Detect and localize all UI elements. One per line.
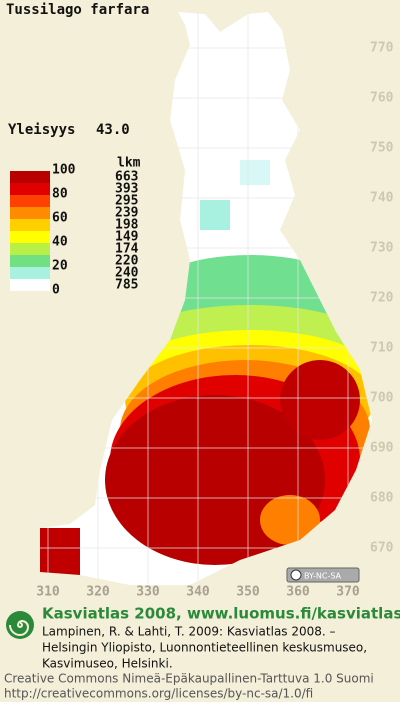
north-label: 710 <box>370 341 394 356</box>
logo <box>6 611 34 639</box>
north-label: 730 <box>370 241 394 256</box>
badge-text: BY-NC-SA <box>304 572 342 581</box>
citation-line: Helsingin Yliopisto, Luonnontieteellinen… <box>42 641 367 655</box>
legend-swatch <box>10 279 50 291</box>
license-badge <box>286 567 360 583</box>
north-label: 770 <box>370 41 394 56</box>
frequency-label: Yleisyys <box>8 122 75 138</box>
north-label: 670 <box>370 541 394 556</box>
north-label: 680 <box>370 491 394 506</box>
legend-scale-label: 40 <box>52 235 68 250</box>
east-label: 340 <box>186 585 210 600</box>
legend-swatch <box>10 231 50 243</box>
legend-scale-label: 60 <box>52 211 68 226</box>
north-label: 700 <box>370 391 394 406</box>
citation-line: Kasvimuseo, Helsinki. <box>42 657 173 671</box>
east-label: 310 <box>36 585 60 600</box>
east-label: 350 <box>236 585 260 600</box>
legend-swatch <box>10 219 50 231</box>
legend-count: 149 <box>115 230 138 245</box>
legend-swatch <box>10 243 50 255</box>
legend-count: 240 <box>115 266 139 281</box>
legend-swatch <box>10 171 50 183</box>
east-label: 360 <box>286 585 310 600</box>
legend-count: 220 <box>115 254 139 269</box>
license-line: Creative Commons Nimeä-Epäkaupallinen-Ta… <box>4 672 374 686</box>
legend-scale-label: 100 <box>52 163 76 178</box>
east-label: 370 <box>336 585 360 600</box>
north-label: 760 <box>370 91 394 106</box>
north-label: 740 <box>370 191 394 206</box>
legend-count: 239 <box>115 206 138 221</box>
legend-count: 174 <box>115 242 139 257</box>
legend-swatch <box>10 195 50 207</box>
legend-swatch <box>10 255 50 267</box>
legend-count: 785 <box>115 278 138 293</box>
cc-icon <box>290 569 302 581</box>
license-line: http://creativecommons.org/licenses/by-n… <box>4 687 313 701</box>
legend-count: 393 <box>115 182 138 197</box>
legend-scale-label: 0 <box>52 283 60 298</box>
north-label: 720 <box>370 291 394 306</box>
legend-count: 663 <box>115 170 138 185</box>
legend-header: lkm <box>117 156 141 171</box>
legend-scale-label: 20 <box>52 259 68 274</box>
footer: Lampinen, R. & Lahti, T. 2009: Kasviatla… <box>4 625 374 701</box>
distribution <box>40 12 372 585</box>
labels: 770 760 750 740 730 720 710 700 690 680 670 310 320 3… <box>10 41 394 600</box>
citation-line: Lampinen, R. & Lahti, T. 2009: Kasviatla… <box>42 625 336 639</box>
legend-scale-label: 80 <box>52 187 68 202</box>
north-label: 750 <box>370 141 394 156</box>
east-label: 320 <box>86 585 110 600</box>
east-label: 330 <box>136 585 160 600</box>
footer-heading: Kasviatlas 2008, www.luomus.fi/kasviatla… <box>42 605 400 623</box>
north-label: 690 <box>370 441 394 456</box>
title: Tussilago farfara <box>6 2 149 18</box>
frequency-value: 43.0 <box>96 122 130 138</box>
legend-count: 198 <box>115 218 139 233</box>
legend-count: 295 <box>115 194 138 209</box>
legend-swatch <box>10 207 50 219</box>
legend-swatch <box>10 267 50 279</box>
legend-swatch <box>10 183 50 195</box>
